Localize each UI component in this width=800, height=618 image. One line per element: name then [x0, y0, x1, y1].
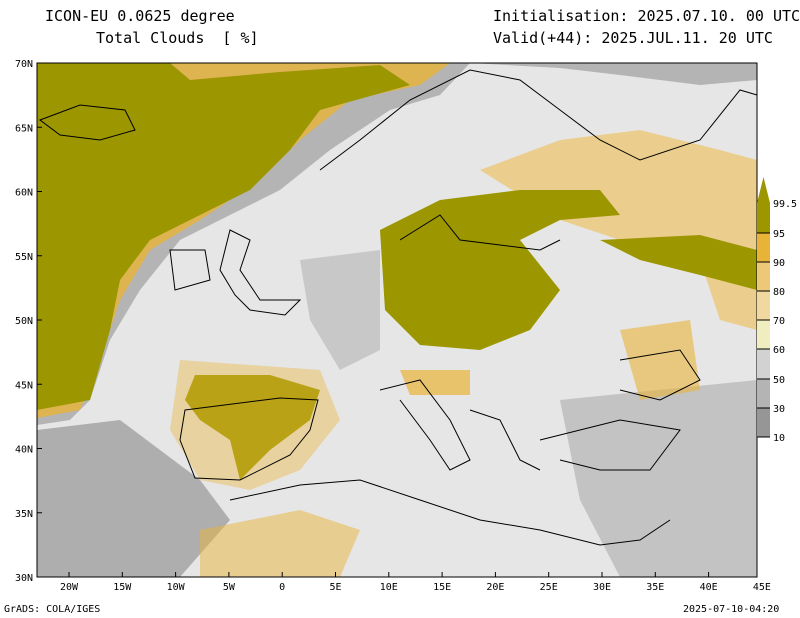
legend-swatch [757, 320, 770, 349]
valid-time: Valid(+44): 2025.JUL.11. 20 UTC [493, 29, 773, 47]
lat-label: 50N [15, 316, 33, 327]
legend-label: 90 [773, 258, 785, 269]
legend-swatch [757, 379, 770, 408]
lat-label: 40N [15, 445, 33, 456]
lon-label: 15W [113, 582, 132, 593]
latitude-axis: 70N 65N 60N 55N 50N 45N 40N 35N 30N [15, 59, 42, 584]
legend-label: 70 [773, 316, 785, 327]
lon-label: 35E [646, 582, 664, 593]
lat-label: 65N [15, 123, 33, 134]
footer-timestamp: 2025-07-10-04:20 [683, 604, 780, 615]
lat-label: 35N [15, 509, 33, 520]
lon-label: 10W [167, 582, 186, 593]
color-legend: 99.5 95 90 80 70 60 50 30 10 [757, 177, 797, 444]
legend-label: 80 [773, 287, 785, 298]
lon-label: 20E [486, 582, 504, 593]
lon-label: 40E [700, 582, 718, 593]
lat-label: 55N [15, 252, 33, 263]
lon-label: 5E [329, 582, 341, 593]
legend-label: 30 [773, 404, 785, 415]
legend-arrow [757, 177, 770, 203]
init-time: Initialisation: 2025.07.10. 00 UTC [493, 7, 800, 25]
legend-swatch [757, 203, 770, 233]
lon-label: 15E [433, 582, 451, 593]
footer-credit: GrADS: COLA/IGES [4, 604, 101, 615]
legend-label: 60 [773, 345, 785, 356]
lat-label: 45N [15, 380, 33, 391]
lon-label: 30E [593, 582, 611, 593]
legend-label: 50 [773, 375, 785, 386]
legend-label: 95 [773, 229, 785, 240]
model-title: ICON-EU 0.0625 degree [45, 7, 235, 25]
lon-label: 10E [380, 582, 398, 593]
legend-label: 10 [773, 433, 785, 444]
lon-label: 0 [279, 582, 285, 593]
lat-label: 60N [15, 188, 33, 199]
cloud-fields [37, 63, 757, 577]
variable-title: Total Clouds [ %] [96, 29, 259, 47]
legend-swatch [757, 291, 770, 320]
legend-swatch [757, 408, 770, 437]
lon-label: 5W [223, 582, 236, 593]
lon-label: 20W [60, 582, 79, 593]
legend-swatch [757, 233, 770, 262]
legend-swatch [757, 262, 770, 291]
lat-label: 70N [15, 59, 33, 70]
coastlines [38, 69, 758, 546]
legend-swatch [757, 349, 770, 379]
lat-label: 30N [15, 573, 33, 584]
legend-label: 99.5 [773, 199, 797, 210]
lon-label: 25E [540, 582, 558, 593]
longitude-axis: 20W 15W 10W 5W 0 5E 10E 15E 20E 25E 30E 35E 40E 45E [60, 572, 771, 593]
lon-label: 45E [753, 582, 771, 593]
